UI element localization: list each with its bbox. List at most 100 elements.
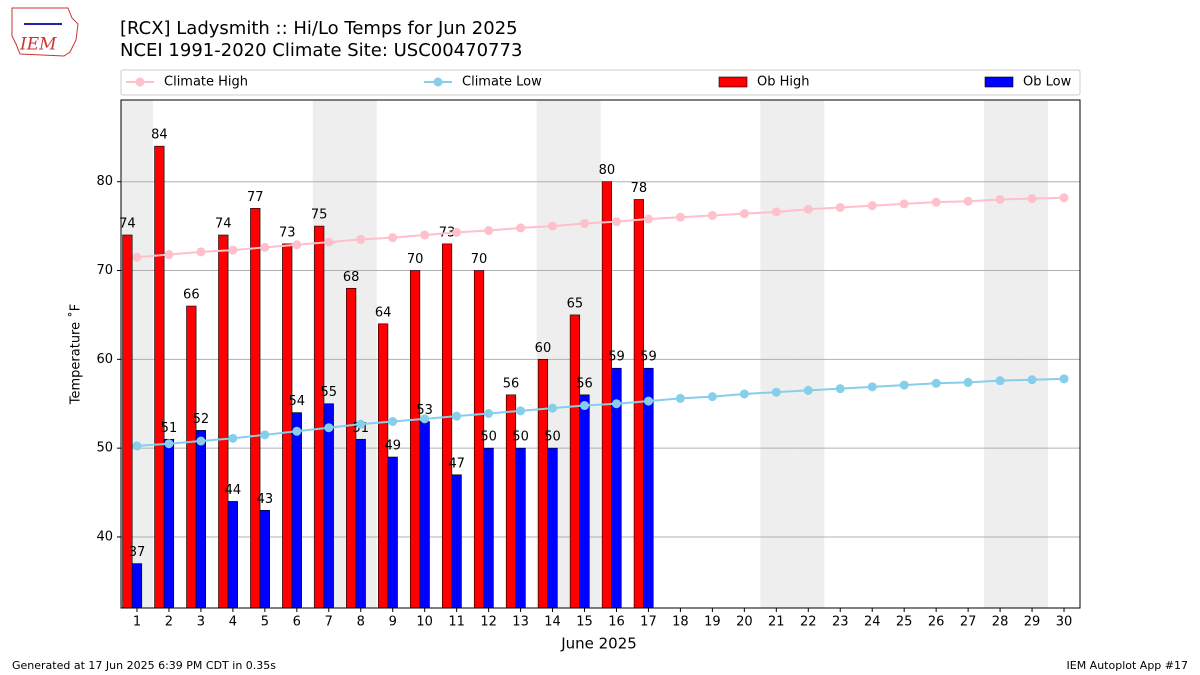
point bbox=[867, 382, 877, 392]
point bbox=[803, 204, 813, 214]
point bbox=[516, 406, 526, 416]
point bbox=[452, 411, 462, 421]
point bbox=[228, 433, 238, 443]
point bbox=[228, 245, 238, 255]
point bbox=[771, 207, 781, 217]
data-label: 49 bbox=[384, 439, 401, 454]
x-tick-label: 25 bbox=[896, 615, 913, 630]
bar bbox=[259, 510, 270, 609]
point bbox=[452, 227, 462, 237]
point bbox=[516, 223, 526, 233]
x-tick-label: 27 bbox=[960, 615, 977, 630]
footer-left: Generated at 17 Jun 2025 6:39 PM CDT in … bbox=[12, 659, 276, 672]
point bbox=[931, 378, 941, 388]
x-tick-label: 8 bbox=[357, 615, 365, 630]
x-tick-label: 3 bbox=[197, 615, 205, 630]
bar bbox=[547, 447, 558, 609]
weekend-band bbox=[1016, 100, 1049, 608]
point bbox=[611, 399, 621, 409]
point bbox=[164, 439, 174, 449]
x-tick-label: 24 bbox=[864, 615, 881, 630]
data-label: 59 bbox=[640, 350, 657, 365]
bar bbox=[601, 181, 612, 609]
point bbox=[132, 441, 142, 451]
bar bbox=[537, 359, 549, 609]
bar bbox=[291, 412, 302, 609]
point bbox=[867, 201, 877, 211]
point bbox=[739, 389, 749, 399]
bar bbox=[323, 403, 334, 609]
y-tick-label: 70 bbox=[96, 263, 113, 278]
bar bbox=[633, 199, 644, 609]
x-tick-label: 4 bbox=[229, 615, 237, 630]
bar bbox=[250, 208, 261, 609]
point bbox=[132, 252, 142, 262]
legend-label: Ob High bbox=[757, 75, 810, 90]
x-tick-label: 16 bbox=[608, 615, 625, 630]
bar bbox=[227, 501, 238, 609]
data-label: 54 bbox=[289, 394, 306, 409]
x-tick-label: 14 bbox=[544, 615, 561, 630]
bar bbox=[131, 563, 143, 609]
data-label: 50 bbox=[480, 430, 497, 445]
chart-title: [RCX] Ladysmith :: Hi/Lo Temps for Jun 2… bbox=[120, 18, 518, 39]
x-tick-label: 17 bbox=[640, 615, 657, 630]
x-tick-label: 5 bbox=[261, 615, 269, 630]
x-tick-label: 19 bbox=[704, 615, 721, 630]
weekend-band bbox=[984, 100, 1017, 608]
bar bbox=[282, 243, 293, 609]
bar bbox=[451, 474, 462, 609]
point bbox=[324, 237, 334, 247]
footer-right: IEM Autoplot App #17 bbox=[1067, 659, 1189, 672]
x-tick-label: 2 bbox=[165, 615, 173, 630]
data-label: 51 bbox=[161, 421, 178, 436]
data-label: 37 bbox=[129, 545, 146, 560]
point bbox=[931, 197, 941, 207]
point bbox=[803, 385, 813, 395]
point bbox=[292, 426, 302, 436]
data-label: 64 bbox=[375, 305, 392, 320]
point bbox=[1059, 193, 1069, 203]
x-tick-label: 10 bbox=[416, 615, 433, 630]
bar bbox=[515, 447, 526, 609]
point bbox=[324, 423, 334, 433]
x-tick-label: 11 bbox=[448, 615, 465, 630]
x-tick-label: 28 bbox=[992, 615, 1009, 630]
bar bbox=[505, 394, 517, 609]
data-label: 74 bbox=[119, 216, 136, 231]
point bbox=[260, 430, 270, 440]
line bbox=[136, 196, 1065, 259]
data-label: 56 bbox=[503, 376, 520, 391]
bar bbox=[314, 225, 325, 609]
legend-marker bbox=[433, 77, 443, 87]
point bbox=[548, 221, 558, 231]
data-label: 55 bbox=[321, 385, 338, 400]
point bbox=[580, 218, 590, 228]
data-label: 77 bbox=[247, 190, 264, 205]
point bbox=[611, 217, 621, 227]
bar bbox=[218, 234, 229, 609]
data-label: 68 bbox=[343, 270, 360, 285]
data-label: 65 bbox=[567, 296, 584, 311]
data-label: 53 bbox=[416, 403, 433, 418]
point bbox=[388, 233, 398, 243]
x-tick-label: 22 bbox=[800, 615, 817, 630]
x-tick-label: 30 bbox=[1056, 615, 1073, 630]
point bbox=[707, 392, 717, 402]
bar bbox=[441, 243, 453, 609]
point bbox=[995, 376, 1005, 386]
x-tick-label: 12 bbox=[480, 615, 497, 630]
x-tick-label: 29 bbox=[1024, 615, 1041, 630]
data-label: 60 bbox=[535, 341, 552, 356]
chart-subtitle: NCEI 1991-2020 Climate Site: USC00470773 bbox=[120, 40, 522, 61]
data-label: 50 bbox=[512, 430, 529, 445]
legend-box bbox=[120, 69, 1081, 96]
data-label: 75 bbox=[311, 208, 328, 223]
x-tick-label: 9 bbox=[389, 615, 397, 630]
data-label: 43 bbox=[257, 492, 274, 507]
point bbox=[164, 250, 174, 260]
data-label: 70 bbox=[407, 252, 424, 267]
y-tick-label: 60 bbox=[96, 352, 113, 367]
data-label: 52 bbox=[193, 412, 210, 427]
point bbox=[1027, 375, 1037, 385]
